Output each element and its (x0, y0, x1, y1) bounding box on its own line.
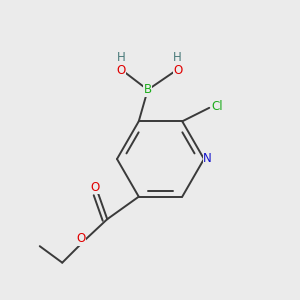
Text: O: O (76, 232, 86, 245)
Text: N: N (203, 152, 212, 166)
Text: O: O (90, 181, 99, 194)
Text: O: O (173, 64, 182, 76)
Text: H: H (173, 51, 182, 64)
Text: Cl: Cl (212, 100, 224, 113)
Text: H: H (116, 51, 125, 64)
Text: O: O (116, 64, 125, 76)
Text: B: B (144, 83, 152, 96)
